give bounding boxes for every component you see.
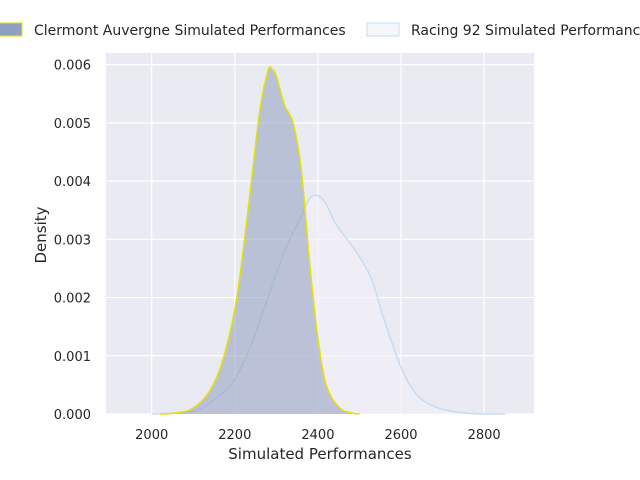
- legend-swatch: [366, 22, 400, 37]
- y-tick-label: 0.000: [54, 408, 91, 423]
- x-tick-label: 2000: [135, 428, 168, 443]
- y-tick-label: 0.003: [54, 233, 91, 248]
- y-axis-label: Density: [32, 206, 50, 263]
- series-area-0: [160, 66, 360, 414]
- y-tick-label: 0.002: [54, 292, 91, 307]
- y-tick-label: 0.005: [54, 117, 91, 132]
- series-area-1: [151, 195, 505, 414]
- series-line-0: [159, 66, 360, 415]
- legend-swatch: [0, 22, 23, 37]
- y-tick-labels: 0.000 0.001 0.002 0.003 0.004 0.005 0.006: [54, 59, 91, 423]
- y-tick-label: 0.001: [54, 350, 91, 365]
- x-tick-label: 2600: [384, 428, 417, 443]
- x-tick-label: 2800: [468, 428, 501, 443]
- y-tick-label: 0.004: [54, 175, 91, 190]
- x-tick-label: 2200: [218, 428, 251, 443]
- density-areas: [151, 66, 505, 415]
- legend-label: Racing 92 Simulated Performances: [411, 23, 640, 39]
- legend: Clermont Auvergne Simulated Performances…: [0, 22, 640, 39]
- x-tick-labels: 2000 2200 2400 2600 2800: [135, 428, 501, 443]
- x-axis-label: Simulated Performances: [228, 445, 412, 463]
- x-tick-label: 2400: [301, 428, 334, 443]
- legend-label: Clermont Auvergne Simulated Performances: [34, 23, 346, 39]
- y-tick-label: 0.006: [54, 59, 91, 74]
